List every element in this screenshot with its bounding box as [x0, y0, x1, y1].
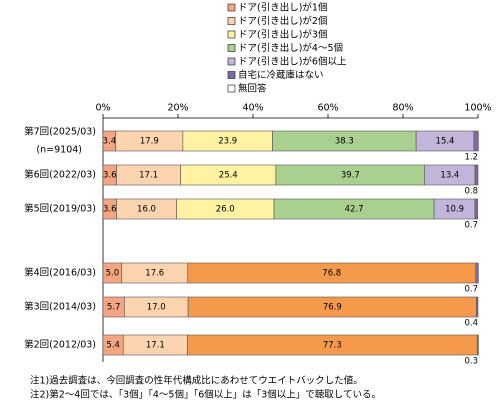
value-label: 5.0: [106, 269, 120, 279]
value-label: 76.8: [322, 269, 341, 279]
value-label: 39.7: [341, 171, 360, 181]
value-label: 38.3: [335, 137, 354, 147]
category-label: 第7回(2025/03): [24, 126, 96, 138]
category-label: 第5回(2019/03): [24, 203, 96, 215]
value-label: 0.3: [464, 357, 478, 367]
value-label: 13.4: [440, 171, 459, 181]
value-label: 17.0: [147, 303, 166, 313]
value-label: 17.1: [146, 341, 165, 351]
legend-swatch: [227, 17, 236, 25]
legend-label: ドア(引き出し)が4～5個: [238, 42, 343, 54]
category-label: 第4回(2016/03): [24, 267, 96, 279]
legend-label: ドア(引き出し)が2個: [238, 15, 327, 27]
value-label: 15.4: [436, 137, 455, 147]
x-tick-label: 40%: [242, 103, 263, 114]
legend-label: ドア(引き出し)が1個: [238, 2, 327, 14]
legend-label: ドア(引き出し)が3個: [238, 29, 327, 41]
value-label: 17.6: [145, 269, 164, 279]
value-label: 17.1: [139, 171, 158, 181]
legend-swatch: [227, 44, 236, 52]
value-label: 42.7: [345, 205, 364, 215]
sample-label: (n=9104): [36, 145, 82, 156]
value-label: 0.7: [464, 221, 478, 231]
category-label: 第2回(2012/03): [24, 339, 96, 351]
legend-swatch: [227, 57, 236, 66]
note: 注2)第2～4回では、「3個」「4～5個」「6個以上」は「3個以上」で聴取してい…: [30, 389, 381, 401]
value-label: 16.0: [137, 205, 156, 215]
bar-segment: [476, 334, 479, 356]
x-tick-label: 20%: [167, 103, 188, 114]
value-label: 17.9: [140, 137, 159, 147]
legend-label: 自宅に冷蔵庫はない: [238, 69, 324, 81]
bar-segment: [476, 296, 479, 318]
value-label: 0.8: [464, 187, 478, 197]
note: 注1)過去調査は、今回調査の性年代構成比にあわせてウエイトバックした値。: [30, 375, 363, 387]
legend-label: 無回答: [238, 83, 267, 95]
value-label: 3.6: [103, 205, 117, 215]
value-label: 76.9: [323, 303, 342, 313]
category-label: 第3回(2014/03): [24, 301, 96, 313]
x-tick-label: 100%: [464, 103, 491, 114]
value-label: 0.7: [464, 285, 478, 295]
value-label: 1.2: [464, 153, 478, 163]
value-label: 0.4: [464, 319, 478, 329]
legend-swatch: [227, 84, 236, 93]
value-label: 77.3: [323, 341, 342, 351]
bar-segment: [474, 164, 479, 186]
x-tick-label: 80%: [392, 103, 413, 114]
bar-segment: [474, 198, 478, 220]
value-label: 5.4: [106, 341, 120, 351]
value-label: 25.4: [219, 171, 238, 181]
bar-segment: [473, 130, 479, 152]
value-label: 10.9: [445, 205, 464, 215]
bar-segment: [475, 262, 479, 284]
category-label: 第6回(2022/03): [24, 169, 96, 181]
value-label: 3.6: [103, 171, 117, 181]
legend-swatch: [227, 30, 236, 39]
legend-swatch: [227, 71, 236, 79]
x-tick-label: 0%: [95, 103, 110, 114]
value-label: 3.4: [103, 137, 117, 147]
value-label: 26.0: [216, 205, 235, 215]
x-tick-label: 60%: [317, 103, 338, 114]
value-label: 23.9: [218, 137, 237, 147]
value-label: 5.7: [107, 303, 121, 313]
legend-swatch: [227, 3, 236, 12]
legend-label: ドア(引き出し)が6個以上: [238, 56, 347, 68]
